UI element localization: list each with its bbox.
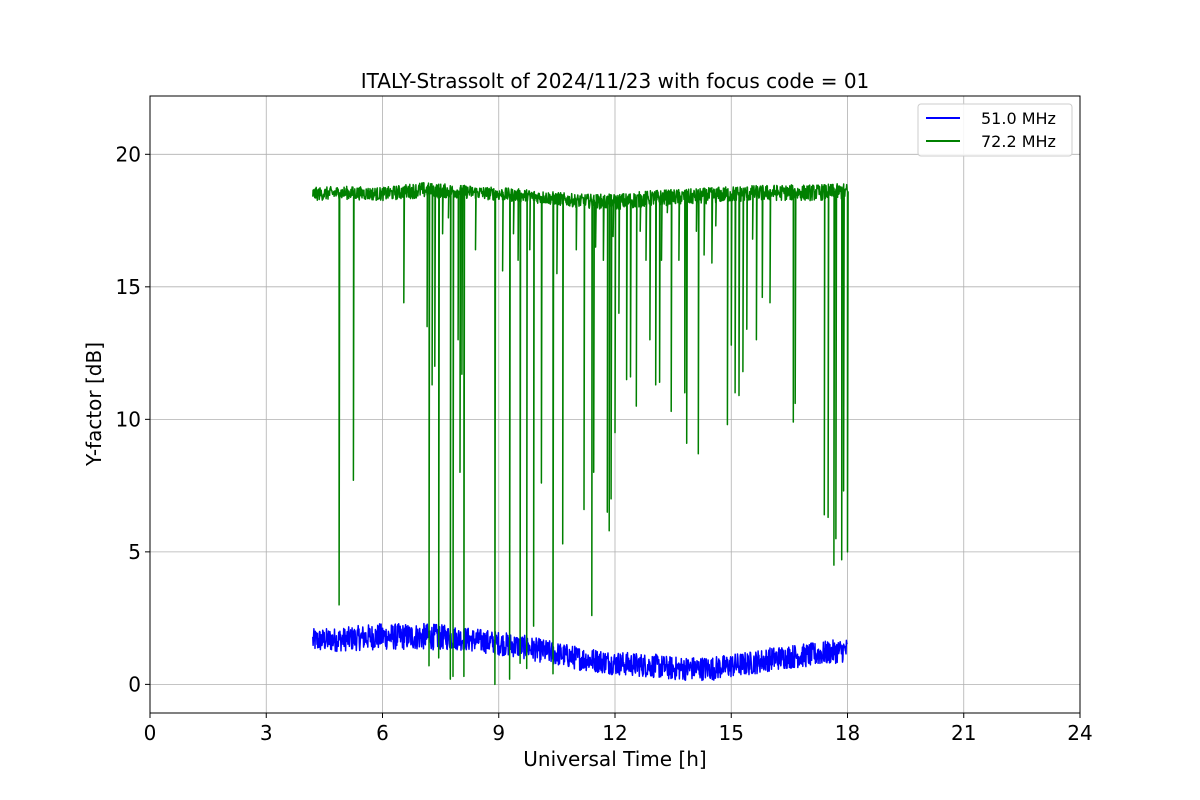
x-tick-label: 0 [144, 721, 157, 745]
legend: 51.0 MHz 72.2 MHz [917, 103, 1073, 157]
x-tick-label: 3 [260, 721, 273, 745]
x-tick-label: 6 [376, 721, 389, 745]
chart-title: ITALY-Strassolt of 2024/11/23 with focus… [361, 69, 870, 93]
y-tick-label: 5 [128, 540, 141, 564]
x-axis-label: Universal Time [h] [523, 747, 706, 771]
x-tick-label: 18 [835, 721, 860, 745]
plot-area [312, 181, 849, 686]
axis-ticks: 0 3 6 9 12 15 18 21 24 0 5 10 15 20 [116, 142, 1093, 745]
y-tick-label: 15 [116, 275, 141, 299]
x-tick-label: 21 [951, 721, 976, 745]
y-axis-label: Y-factor [dB] [82, 342, 106, 467]
y-tick-label: 10 [116, 407, 141, 431]
legend-label-51mhz: 51.0 MHz [981, 109, 1056, 128]
y-tick-label: 20 [116, 142, 141, 166]
series-line [312, 622, 848, 682]
y-tick-label: 0 [128, 672, 141, 696]
legend-label-72mhz: 72.2 MHz [981, 132, 1056, 151]
x-tick-label: 15 [719, 721, 744, 745]
x-tick-label: 9 [492, 721, 505, 745]
x-tick-label: 24 [1067, 721, 1092, 745]
x-tick-label: 12 [602, 721, 627, 745]
series-line [312, 181, 849, 686]
